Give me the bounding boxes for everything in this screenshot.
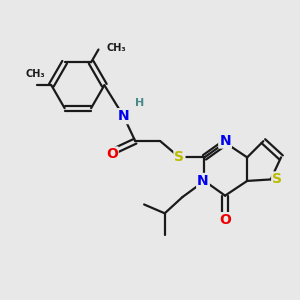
Text: S: S bbox=[272, 172, 282, 186]
Text: N: N bbox=[219, 134, 231, 148]
Text: O: O bbox=[219, 213, 231, 227]
Text: N: N bbox=[118, 109, 129, 123]
Text: CH₃: CH₃ bbox=[26, 69, 45, 79]
Text: S: S bbox=[174, 150, 184, 164]
Text: O: O bbox=[106, 147, 118, 161]
Text: CH₃: CH₃ bbox=[107, 43, 126, 53]
Text: N: N bbox=[197, 174, 209, 188]
Text: H: H bbox=[135, 98, 145, 108]
